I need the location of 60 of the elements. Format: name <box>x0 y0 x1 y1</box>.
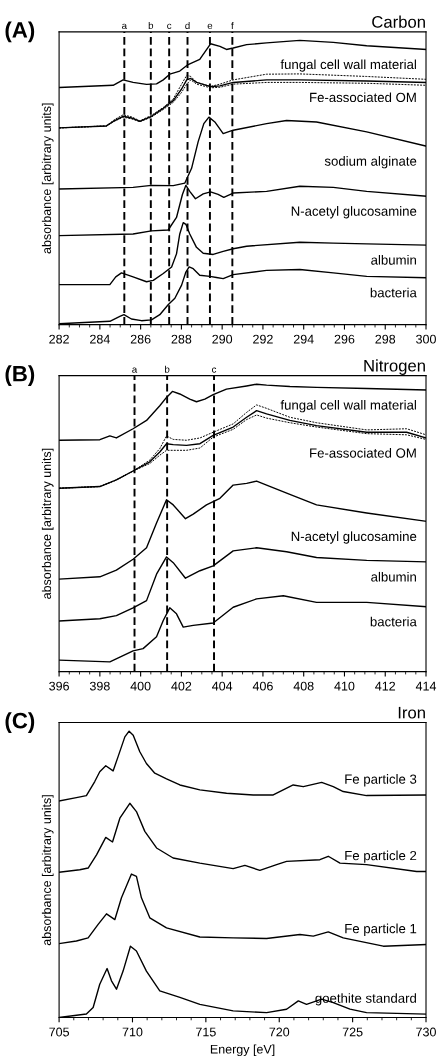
x-tick-label: 286 <box>130 334 151 344</box>
x-axis-title: Energy [eV] <box>210 1044 275 1057</box>
text: (B) <box>5 365 35 386</box>
series-label: Fe particle 1 <box>345 923 417 936</box>
chart-title: Carbon <box>372 15 425 28</box>
series-label: goethite standard <box>315 993 416 1006</box>
x-tick-label: 294 <box>293 334 314 344</box>
x-tick-label: 410 <box>334 681 355 691</box>
x-tick-label: 296 <box>334 334 355 344</box>
x-tick-label: 710 <box>122 1027 143 1037</box>
ref-line-label: a <box>122 23 128 30</box>
series-label: bacteria <box>370 287 417 298</box>
x-tick-label: 404 <box>212 681 233 691</box>
ref-line-label: a <box>132 367 138 373</box>
x-tick-label: 290 <box>212 334 233 344</box>
y-axis-title: absorbance [arbitrary units] <box>41 103 54 254</box>
text: (A) <box>5 21 35 43</box>
series-label: sodium alginate <box>324 156 417 169</box>
x-tick-label: 715 <box>196 1027 216 1037</box>
series-label: Fe-associated OM <box>310 92 416 103</box>
ref-line-label: b <box>148 21 154 30</box>
series-label: bacteria <box>370 616 417 627</box>
ref-line-label: c <box>167 23 172 30</box>
ref-line-label: d <box>185 21 190 30</box>
x-tick-label: 406 <box>252 681 273 691</box>
x-tick-label: 400 <box>130 681 151 691</box>
x-tick-label: 402 <box>171 681 192 691</box>
x-tick-label: 398 <box>89 681 110 691</box>
x-tick-label: 408 <box>293 681 314 691</box>
text: (C) <box>5 712 35 733</box>
x-tick-label: 414 <box>415 681 437 691</box>
x-tick-label: 288 <box>171 334 192 344</box>
y-axis-title: absorbance [arbitrary units] <box>41 448 54 599</box>
series-label: Fe-associated OM <box>310 448 416 458</box>
x-tick-label: 705 <box>49 1027 69 1037</box>
ref-line-label: f <box>231 21 234 29</box>
series-label: albumin <box>371 571 416 582</box>
x-tick-label: 720 <box>269 1027 290 1037</box>
series-label: albumin <box>371 255 416 265</box>
ref-line-label: c <box>212 367 217 373</box>
series-label: Fe particle 3 <box>345 774 417 787</box>
ref-line-label: b <box>165 365 170 373</box>
y-axis-title: absorbance [arbitrary units] <box>41 795 54 946</box>
chart-title: Nitrogen <box>364 359 425 375</box>
x-tick-label: 284 <box>90 334 110 344</box>
series-label: N-acetyl glucosamine <box>291 531 417 544</box>
x-tick-label: 412 <box>375 681 396 691</box>
chart-title: Iron <box>398 706 425 719</box>
series-label: fungal cell wall material <box>280 400 416 413</box>
x-tick-label: 282 <box>49 334 69 344</box>
x-tick-label: 298 <box>375 334 396 344</box>
x-tick-label: 730 <box>416 1027 436 1037</box>
series-label: N-acetyl glucosamine <box>291 206 417 219</box>
ref-line-label: e <box>207 23 213 30</box>
series-label: Fe particle 2 <box>345 850 417 863</box>
series-label: fungal cell wall material <box>280 59 416 72</box>
x-tick-label: 725 <box>342 1027 363 1037</box>
x-tick-label: 292 <box>253 334 273 344</box>
x-tick-label: 300 <box>416 334 436 344</box>
x-tick-label: 396 <box>49 681 69 691</box>
